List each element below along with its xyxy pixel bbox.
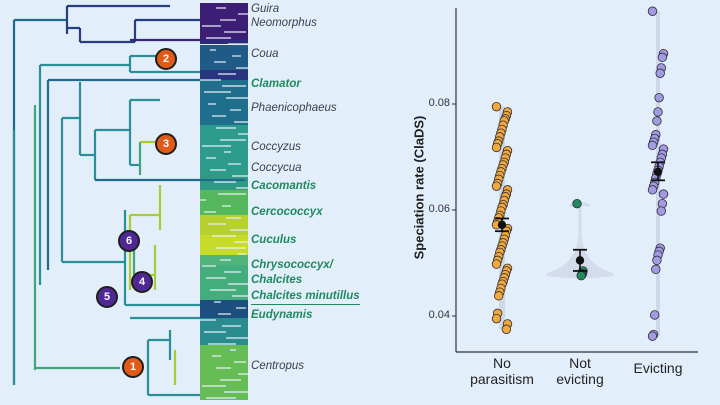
node-badge-3: 3 <box>155 133 177 155</box>
taxon-label: Coua <box>251 48 279 60</box>
taxon-label: Guira <box>251 3 280 15</box>
taxon-label: Chalcites minutillus <box>251 290 360 305</box>
data-point <box>653 107 663 117</box>
x-category-label-line: parasitism <box>470 371 534 387</box>
x-category-label-line: evicting <box>556 371 604 387</box>
y-tick-label: 0.04 <box>428 309 450 321</box>
taxon-label: Coccycua <box>251 162 302 174</box>
tip-branch-block <box>200 345 248 400</box>
data-point <box>656 206 667 216</box>
data-point <box>647 331 658 341</box>
data-point <box>572 198 582 209</box>
data-point <box>576 271 586 281</box>
x-category-label-line: No <box>493 355 511 371</box>
mean-point <box>497 220 507 230</box>
y-tick-label: 0.08 <box>428 97 450 109</box>
taxon-label: Chrysococcyx/ <box>251 259 333 271</box>
data-point <box>491 181 502 191</box>
taxon-label: Centropus <box>251 360 305 372</box>
taxon-label: Eudynamis <box>251 309 313 321</box>
speciation-rate-chart <box>452 6 698 353</box>
node-badge-5: 5 <box>96 286 118 308</box>
data-point <box>649 310 660 320</box>
taxon-label: Neomorphus <box>251 17 317 29</box>
data-point <box>501 324 512 334</box>
data-point <box>651 264 661 275</box>
mean-point <box>653 167 663 177</box>
phylogeny-panel: Guira Neomorphus Coua Clamator Phaenicophaeu… <box>12 3 360 400</box>
data-point <box>647 140 658 151</box>
data-point <box>647 6 658 16</box>
x-category-label-line: Not <box>569 355 591 371</box>
data-point <box>493 291 504 301</box>
node-badge-1: 1 <box>122 356 144 378</box>
taxon-label: Cuculus <box>251 234 297 246</box>
taxon-label: Chalcites <box>251 274 303 286</box>
taxon-label: Cacomantis <box>251 180 317 192</box>
tip-branch-block <box>200 40 248 44</box>
tip-branch-block <box>200 3 248 40</box>
data-point <box>658 189 669 199</box>
x-category-label: No parasitism <box>457 355 547 387</box>
taxon-label: Coccyzus <box>251 141 301 153</box>
node-badge-4: 4 <box>131 271 153 293</box>
y-tick-label: 0.06 <box>428 203 450 215</box>
taxon-label: Clamator <box>251 78 301 90</box>
node-badge-6: 6 <box>118 230 140 252</box>
taxon-label: Phaenicophaeus <box>251 102 337 114</box>
data-point <box>654 92 664 103</box>
x-category-label: Evicting <box>613 360 703 376</box>
data-point <box>491 259 502 269</box>
x-category-label: Not evicting <box>535 355 625 387</box>
data-point <box>652 255 662 266</box>
tip-branch-block <box>200 70 248 80</box>
data-point <box>652 116 662 126</box>
tip-branch-block <box>200 80 248 125</box>
tip-branch-block <box>200 45 248 70</box>
data-point <box>647 185 658 195</box>
phylogenetic-tree <box>12 3 250 400</box>
tip-branch-block <box>200 300 248 318</box>
y-axis-title: Speciation rate (ClaDS) <box>411 115 427 260</box>
tip-branch-block <box>200 235 248 255</box>
mean-point <box>575 256 585 265</box>
taxon-label: Cercococcyx <box>251 206 323 218</box>
tip-branch-block <box>200 125 248 170</box>
data-point <box>491 101 502 112</box>
x-category-label-line: Evicting <box>633 360 683 376</box>
tip-branch-block <box>200 265 248 300</box>
data-point <box>491 313 502 324</box>
node-badge-2: 2 <box>155 48 177 70</box>
speciation-chart-panel: Speciation rate (ClaDS) 0.04 0.06 0.08 No p… <box>400 0 720 405</box>
data-point <box>657 52 668 63</box>
data-point <box>655 68 665 78</box>
data-point <box>491 142 502 153</box>
